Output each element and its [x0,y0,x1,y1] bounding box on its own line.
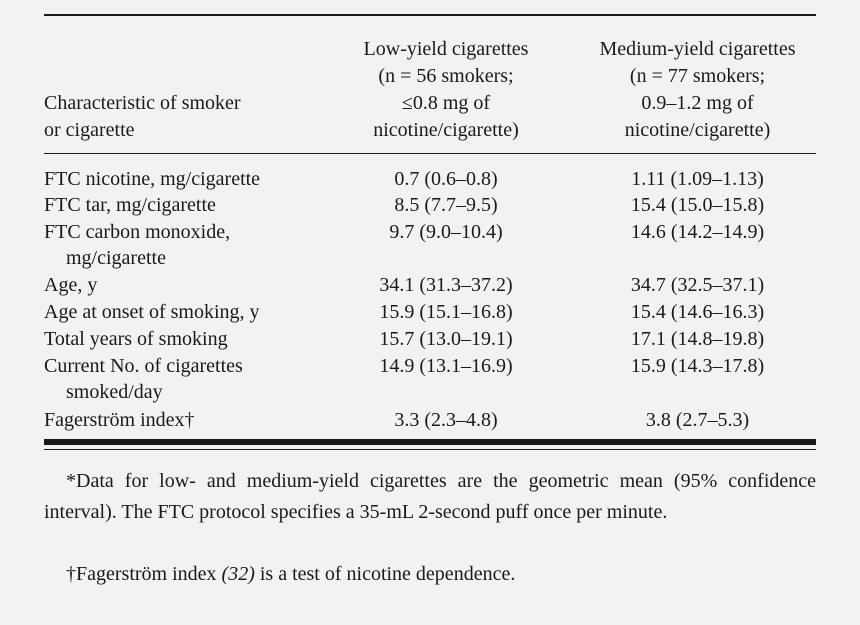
table-bottom-rule-thin [44,449,816,450]
row-label-ftc-carbon-monoxide: FTC carbon monoxide, [44,221,231,243]
footnote-2-after: is a test of nicotine dependence. [254,563,516,585]
table-bottom-rule-thick [44,439,816,445]
row-label-ftc-carbon-monoxide-cont: mg/cigarette [66,247,166,269]
header-col2-line1: Low-yield cigarettes [363,38,529,60]
row-label-cigarettes-per-day: Current No. of cigarettes [44,355,243,377]
row-medium-age-onset: 15.4 (14.6–16.3) [630,301,765,323]
row-medium-ftc-nicotine: 1.11 (1.09–1.13) [631,168,764,190]
row-medium-total-years: 17.1 (14.8–19.8) [630,328,765,350]
header-col1-line1: Characteristic of smoker [44,92,241,114]
header-col1-line2: or cigarette [44,119,135,141]
row-label-fagerstrom: Fagerström index† [44,409,195,431]
row-label-total-years: Total years of smoking [44,328,228,350]
header-col2-line3: ≤0.8 mg of [401,92,491,114]
header-col3-line3: 0.9–1.2 mg of [641,92,754,114]
row-low-ftc-tar: 8.5 (7.7–9.5) [394,194,498,216]
footnote-2-before: †Fagerström index [66,563,222,585]
footnote-2-reference: (32) [221,563,255,585]
footnote-2: †Fagerström index (32) is a test of nico… [44,559,816,590]
row-medium-age: 34.7 (32.5–37.1) [630,274,765,296]
row-low-fagerstrom: 3.3 (2.3–4.8) [394,409,498,431]
row-low-age-onset: 15.9 (15.1–16.8) [379,301,513,323]
row-medium-fagerstrom: 3.8 (2.7–5.3) [645,409,750,431]
row-low-age: 34.1 (31.3–37.2) [379,274,513,296]
header-col3-line2: (n = 77 smokers; [629,65,766,87]
row-medium-ftc-carbon-monoxide: 14.6 (14.2–14.9) [630,221,765,243]
header-col3-line4: nicotine/cigarette) [624,119,771,141]
table-top-rule [44,14,816,16]
row-low-cigarettes-per-day: 14.9 (13.1–16.9) [379,355,513,377]
header-col2-line4: nicotine/cigarette) [373,119,519,141]
row-medium-ftc-tar: 15.4 (15.0–15.8) [630,194,765,216]
row-low-ftc-carbon-monoxide: 9.7 (9.0–10.4) [389,221,503,243]
header-col2-line2: (n = 56 smokers; [378,65,514,87]
row-label-ftc-nicotine: FTC nicotine, mg/cigarette [44,168,261,190]
footnote-1: *Data for low- and medium-yield cigarett… [44,466,816,528]
header-col3-line1: Medium-yield cigarettes [599,38,796,60]
header-rule [44,153,816,154]
row-low-total-years: 15.7 (13.0–19.1) [379,328,513,350]
row-label-cigarettes-per-day-cont: smoked/day [66,381,163,403]
row-label-age-onset: Age at onset of smoking, y [44,301,260,323]
footnote-2-text: †Fagerström index (32) is a test of nico… [44,559,816,590]
row-medium-cigarettes-per-day: 15.9 (14.3–17.8) [630,355,765,377]
row-label-age: Age, y [44,274,98,296]
row-low-ftc-nicotine: 0.7 (0.6–0.8) [394,168,498,190]
footnote-1-text: *Data for low- and medium-yield cigarett… [44,470,816,523]
row-label-ftc-tar: FTC tar, mg/cigarette [44,194,216,216]
